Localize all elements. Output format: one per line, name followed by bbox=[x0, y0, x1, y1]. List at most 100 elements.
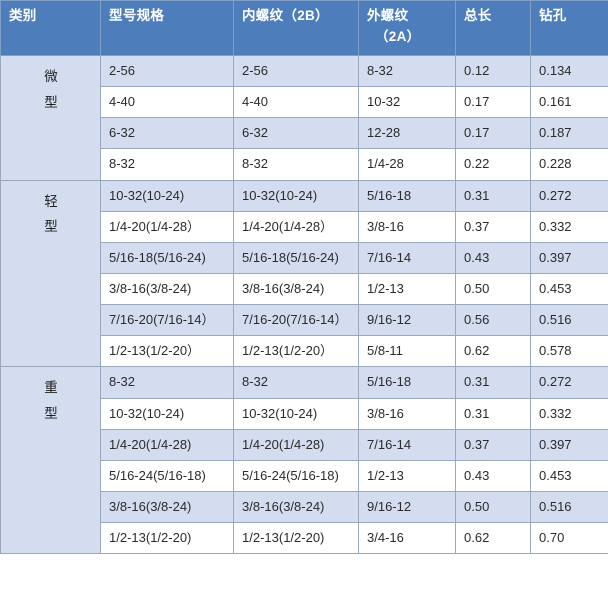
external-thread-cell: 3/4-16 bbox=[358, 522, 456, 555]
table-row: 5/16-24(5/16-18) 5/16-24(5/16-18) 1/2-13 0.… bbox=[1, 459, 608, 492]
external-thread-cell: 5/16-18 bbox=[358, 366, 456, 399]
drill-cell: 0.134 bbox=[530, 54, 608, 88]
drill-cell: 0.161 bbox=[530, 86, 608, 119]
external-thread-cell: 3/8-16 bbox=[358, 210, 456, 243]
total-length-cell: 0.31 bbox=[455, 397, 531, 430]
internal-thread-cell: 8-32 bbox=[233, 148, 359, 181]
model-cell: 10-32(10-24) bbox=[100, 179, 234, 212]
drill-cell: 0.70 bbox=[530, 522, 608, 555]
drill-cell: 0.397 bbox=[530, 241, 608, 274]
table-header: 类别 型号规格 内螺纹（2B） 外螺纹 （2A） 总长 钻孔 bbox=[0, 0, 608, 56]
drill-cell: 0.516 bbox=[530, 490, 608, 524]
total-length-cell: 0.12 bbox=[455, 54, 531, 88]
external-thread-cell: 7/16-14 bbox=[358, 428, 456, 461]
total-length-cell: 0.56 bbox=[455, 304, 531, 337]
internal-thread-cell: 5/16-24(5/16-18) bbox=[233, 459, 359, 492]
external-thread-cell: 7/16-14 bbox=[358, 241, 456, 274]
table-row: 8-32 8-32 1/4-28 0.22 0.228 bbox=[1, 148, 608, 181]
model-cell: 5/16-18(5/16-24) bbox=[100, 241, 234, 274]
table-row: 轻型 10-32(10-24) 10-32(10-24) 5/16-18 0.31 0.2… bbox=[0, 179, 608, 368]
category-label: 重型 bbox=[44, 380, 58, 422]
external-thread-cell: 10-32 bbox=[358, 86, 456, 119]
model-cell: 8-32 bbox=[100, 148, 234, 181]
table-body: 微型 2-56 2-56 8-32 0.12 0.134 4-40 4-40 10-32 0.17… bbox=[0, 54, 608, 555]
drill-cell: 0.332 bbox=[530, 210, 608, 243]
drill-cell: 0.397 bbox=[530, 428, 608, 461]
external-thread-cell: 1/2-13 bbox=[358, 459, 456, 492]
model-cell: 1/4-20(1/4-28） bbox=[100, 210, 234, 243]
model-cell: 7/16-20(7/16-14） bbox=[100, 304, 234, 337]
model-cell: 3/8-16(3/8-24) bbox=[100, 272, 234, 306]
total-length-cell: 0.43 bbox=[455, 459, 531, 492]
model-cell: 1/2-13(1/2-20） bbox=[100, 335, 234, 368]
drill-cell: 0.516 bbox=[530, 304, 608, 337]
external-thread-cell: 9/16-12 bbox=[358, 490, 456, 524]
total-length-cell: 0.17 bbox=[455, 86, 531, 119]
external-thread-cell: 1/4-28 bbox=[358, 148, 456, 181]
internal-thread-cell: 3/8-16(3/8-24) bbox=[233, 272, 359, 306]
column-header-total-length-label: 总长 bbox=[464, 8, 492, 23]
category-cell: 微型 bbox=[0, 55, 101, 181]
model-cell: 1/2-13(1/2-20) bbox=[100, 522, 234, 555]
table-row: 3/8-16(3/8-24) 3/8-16(3/8-24) 1/2-13 0.50 0.… bbox=[1, 272, 608, 306]
table-row: 1/4-20(1/4-28) 1/4-20(1/4-28) 7/16-14 0.37 0… bbox=[1, 428, 608, 461]
model-cell: 1/4-20(1/4-28) bbox=[100, 428, 234, 461]
column-header-internal-thread-label: 内螺纹（2B） bbox=[242, 8, 329, 23]
total-length-cell: 0.43 bbox=[455, 241, 531, 274]
total-length-cell: 0.37 bbox=[455, 428, 531, 461]
thread-insert-spec-table: 类别 型号规格 内螺纹（2B） 外螺纹 （2A） 总长 钻孔 微型 2-56 2-56… bbox=[0, 0, 608, 555]
drill-cell: 0.453 bbox=[530, 459, 608, 492]
external-thread-cell: 3/8-16 bbox=[358, 397, 456, 430]
drill-cell: 0.272 bbox=[530, 179, 608, 212]
internal-thread-cell: 1/4-20(1/4-28) bbox=[233, 428, 359, 461]
external-thread-cell: 9/16-12 bbox=[358, 304, 456, 337]
internal-thread-cell: 1/2-13(1/2-20） bbox=[233, 335, 359, 368]
column-header-model: 型号规格 bbox=[100, 0, 234, 56]
internal-thread-cell: 8-32 bbox=[233, 366, 359, 399]
column-header-category-label: 类别 bbox=[9, 8, 37, 23]
total-length-cell: 0.31 bbox=[455, 179, 531, 212]
table-row: 1/2-13(1/2-20) 1/2-13(1/2-20) 3/4-16 0.62 0.… bbox=[1, 522, 608, 555]
internal-thread-cell: 1/2-13(1/2-20) bbox=[233, 522, 359, 555]
internal-thread-cell: 4-40 bbox=[233, 86, 359, 119]
drill-cell: 0.453 bbox=[530, 272, 608, 306]
category-label: 微型 bbox=[44, 69, 58, 110]
table-row: 1/4-20(1/4-28） 1/4-20(1/4-28） 3/8-16 0.37 0.… bbox=[1, 210, 608, 243]
model-cell: 6-32 bbox=[100, 117, 234, 150]
internal-thread-cell: 6-32 bbox=[233, 117, 359, 150]
drill-cell: 0.332 bbox=[530, 397, 608, 430]
model-cell: 4-40 bbox=[100, 86, 234, 119]
column-header-drill-label: 钻孔 bbox=[539, 8, 567, 23]
model-cell: 8-32 bbox=[100, 366, 234, 399]
external-thread-cell: 12-28 bbox=[358, 117, 456, 150]
model-cell: 10-32(10-24) bbox=[100, 397, 234, 430]
table-row: 微型 2-56 2-56 8-32 0.12 0.134 bbox=[0, 54, 608, 181]
total-length-cell: 0.31 bbox=[455, 366, 531, 399]
column-header-category: 类别 bbox=[0, 0, 101, 56]
category-cell: 重型 bbox=[0, 366, 101, 555]
internal-thread-cell: 1/4-20(1/4-28） bbox=[233, 210, 359, 243]
drill-cell: 0.272 bbox=[530, 366, 608, 399]
internal-thread-cell: 10-32(10-24) bbox=[233, 179, 359, 212]
external-thread-cell: 8-32 bbox=[358, 54, 456, 88]
external-thread-cell: 5/16-18 bbox=[358, 179, 456, 212]
total-length-cell: 0.50 bbox=[455, 490, 531, 524]
model-cell: 2-56 bbox=[100, 54, 234, 88]
total-length-cell: 0.50 bbox=[455, 272, 531, 306]
total-length-cell: 0.17 bbox=[455, 117, 531, 150]
column-header-drill: 钻孔 bbox=[530, 0, 608, 56]
drill-cell: 0.578 bbox=[530, 335, 608, 368]
drill-cell: 0.187 bbox=[530, 117, 608, 150]
internal-thread-cell: 2-56 bbox=[233, 54, 359, 88]
category-cell: 轻型 bbox=[0, 179, 101, 368]
table-row: 5/16-18(5/16-24) 5/16-18(5/16-24) 7/16-14 0… bbox=[1, 241, 608, 274]
internal-thread-cell: 7/16-20(7/16-14） bbox=[233, 304, 359, 337]
internal-thread-cell: 10-32(10-24) bbox=[233, 397, 359, 430]
table-row: 7/16-20(7/16-14） 7/16-20(7/16-14） 9/16-12 0… bbox=[1, 304, 608, 337]
column-header-model-label: 型号规格 bbox=[109, 8, 165, 23]
column-header-internal-thread: 内螺纹（2B） bbox=[233, 0, 359, 56]
total-length-cell: 0.62 bbox=[455, 335, 531, 368]
drill-cell: 0.228 bbox=[530, 148, 608, 181]
table-row: 1/2-13(1/2-20） 1/2-13(1/2-20） 5/8-11 0.62 0.… bbox=[1, 335, 608, 368]
column-header-external-thread-label: 外螺纹 bbox=[367, 8, 409, 23]
